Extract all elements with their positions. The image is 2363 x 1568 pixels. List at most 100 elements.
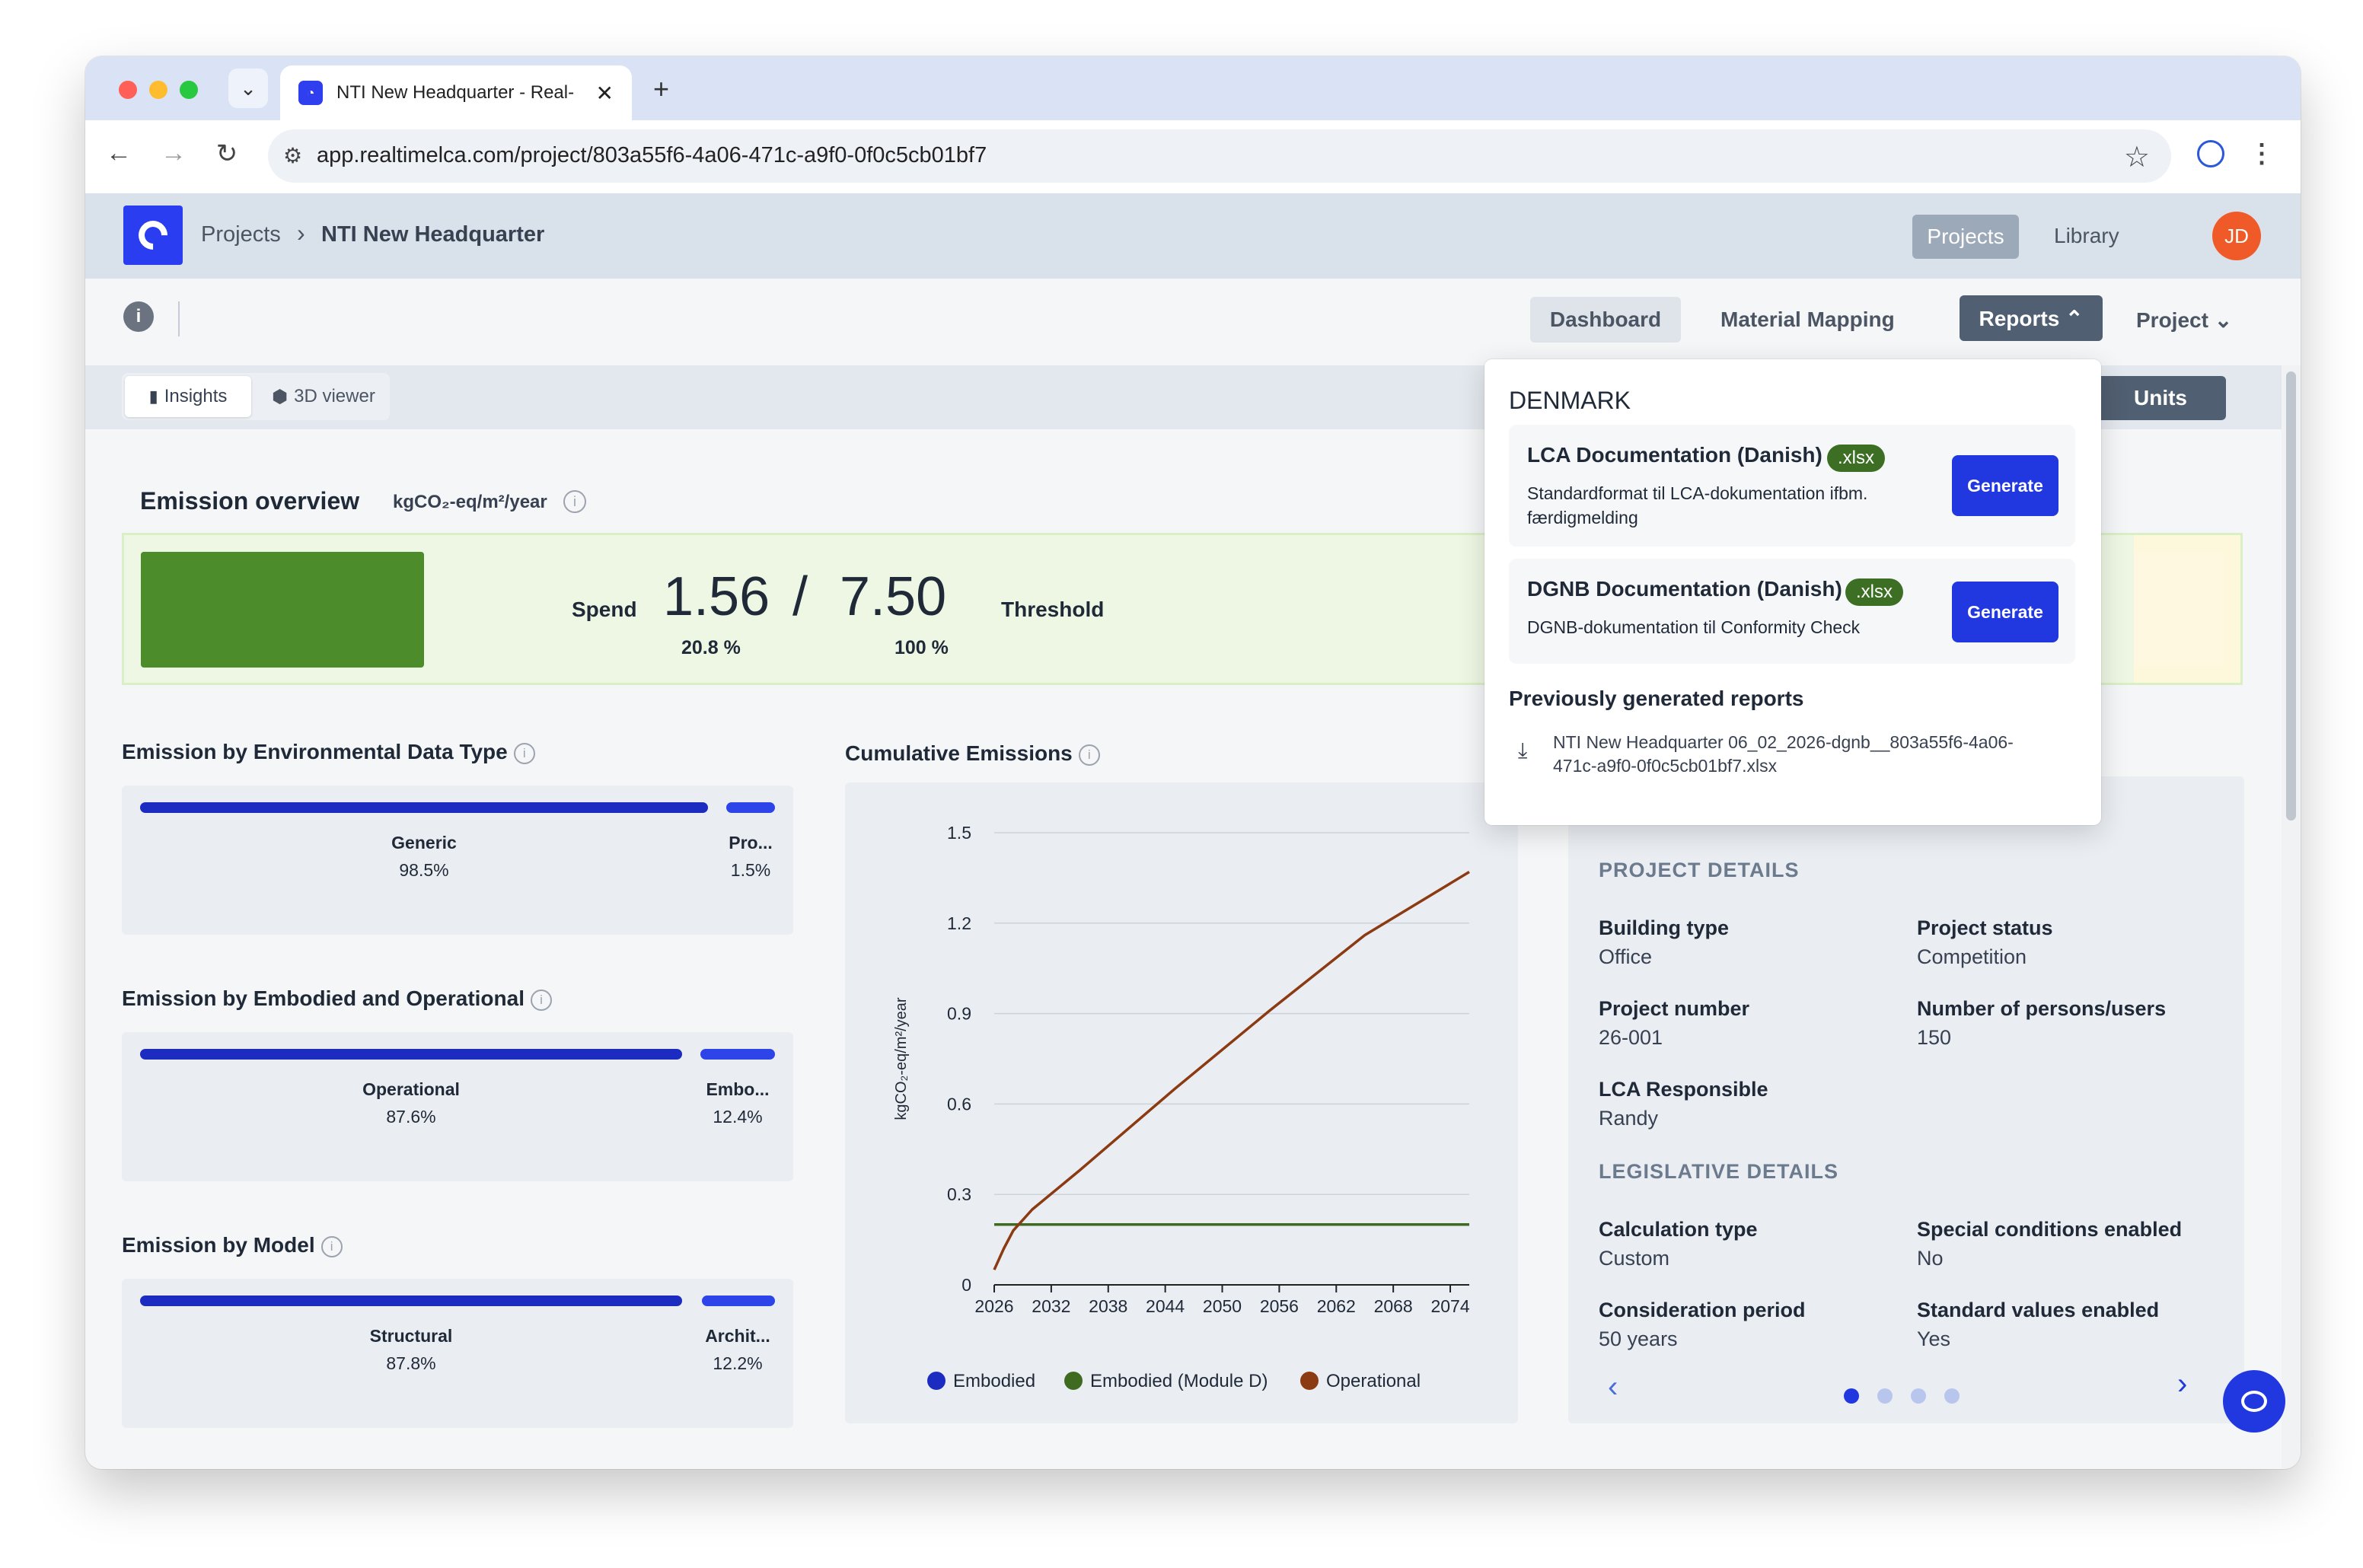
bar-percent: 12.2% <box>713 1353 763 1373</box>
threshold-percent: 100 % <box>894 637 949 658</box>
reports-dropdown: DENMARK LCA Documentation (Danish) .xlsx… <box>1484 359 2101 825</box>
architectural-bar[interactable] <box>702 1296 775 1306</box>
back-arrow-icon[interactable]: ← <box>106 139 132 167</box>
legend-label: Operational <box>1326 1371 1421 1391</box>
emission-overview-title: Emission overview <box>140 487 360 515</box>
library-nav-link[interactable]: Library <box>2054 224 2119 247</box>
info-circle-icon[interactable]: i <box>320 1235 343 1257</box>
scrollbar-thumb[interactable] <box>2286 371 2296 821</box>
logo-mark-icon <box>132 215 174 256</box>
field-value: 150 <box>1917 1026 1952 1049</box>
embodied-bar[interactable] <box>700 1049 775 1060</box>
bar-label: Operational <box>362 1079 460 1099</box>
carousel-dot[interactable] <box>1844 1388 1859 1404</box>
y-tick-label: 0.6 <box>947 1094 971 1114</box>
carousel-dot[interactable] <box>1944 1388 1960 1404</box>
bar-percent: 87.6% <box>386 1107 436 1127</box>
browser-profile-icon[interactable] <box>2197 140 2224 167</box>
previous-reports-heading: Previously generated reports <box>1509 687 1804 710</box>
info-circle-icon[interactable]: i <box>1078 744 1100 766</box>
url-text[interactable]: app.realtimelca.com/project/803a55f6-4a0… <box>317 143 987 167</box>
field-value: No <box>1917 1247 1944 1270</box>
bookmark-star-icon[interactable]: ☆ <box>2123 142 2150 174</box>
field-label: Project number <box>1599 997 1750 1020</box>
report-country-heading: DENMARK <box>1509 387 1631 414</box>
tab-dashboard[interactable]: Dashboard <box>1530 297 1681 343</box>
app-logo[interactable] <box>123 206 183 265</box>
close-window-button[interactable] <box>119 81 137 99</box>
3d-viewer-button[interactable]: ⬢ 3D viewer <box>260 376 387 417</box>
x-tick-label: 2038 <box>1089 1296 1127 1316</box>
chat-button[interactable] <box>2223 1370 2285 1433</box>
user-avatar[interactable]: JD <box>2212 212 2261 260</box>
field-label: Standard values enabled <box>1917 1299 2160 1321</box>
forward-arrow-icon[interactable]: → <box>161 139 187 167</box>
bar-percent: 87.8% <box>386 1353 436 1373</box>
info-circle-icon[interactable]: i <box>563 490 586 513</box>
projects-nav-button[interactable]: Projects <box>1912 215 2019 259</box>
info-circle-icon[interactable]: i <box>513 742 535 764</box>
browser-toolbar: ← → ↻ ⚙ app.realtimelca.com/project/803a… <box>85 120 2301 193</box>
x-tick-label: 2050 <box>1203 1296 1242 1316</box>
x-tick-label: 2068 <box>1374 1296 1413 1316</box>
operational-bar[interactable] <box>140 1049 682 1060</box>
report-title: DGNB Documentation (Danish) <box>1527 577 1842 601</box>
site-settings-icon[interactable]: ⚙ <box>283 144 303 167</box>
reload-icon[interactable]: ↻ <box>215 139 238 168</box>
tab-close-icon[interactable]: ✕ <box>595 81 614 105</box>
generic-bar[interactable] <box>140 802 708 813</box>
tab-list-chevron-icon[interactable]: ⌄ <box>228 69 268 108</box>
by-model-title-text: Emission by Model <box>122 1233 315 1257</box>
browser-menu-icon[interactable]: ⋮ <box>2249 139 2275 168</box>
field-value: Randy <box>1599 1107 1659 1130</box>
report-title: LCA Documentation (Danish) <box>1527 443 1822 467</box>
carousel-dot[interactable] <box>1877 1388 1893 1404</box>
info-icon[interactable]: i <box>123 301 154 332</box>
by-model-title: Emission by Model i <box>122 1233 343 1257</box>
field-label: Project status <box>1917 916 2053 939</box>
product-specific-bar[interactable] <box>726 802 775 813</box>
cumulative-emissions-title: Cumulative Emissions i <box>845 741 1100 766</box>
maximize-window-button[interactable] <box>180 81 198 99</box>
info-circle-icon[interactable]: i <box>530 989 552 1011</box>
units-button[interactable]: Units <box>2095 376 2226 420</box>
tab-reports[interactable]: Reports ⌃ <box>1960 295 2103 341</box>
field-value: Yes <box>1917 1327 1951 1350</box>
previous-report-link[interactable]: NTI New Headquarter 06_02_2026-dgnb__803… <box>1553 732 2014 776</box>
cumulative-emissions-card: 0 0.3 0.6 0.9 1.2 1.5 2026 2032 2038 2044 2050 2056… <box>845 782 1518 1423</box>
tab-material-mapping[interactable]: Material Mapping <box>1720 308 1895 331</box>
bar-label: Structural <box>369 1326 453 1346</box>
cube-icon: ⬢ <box>272 386 289 407</box>
report-item-lca: LCA Documentation (Danish) .xlsx Standar… <box>1509 425 2075 547</box>
bar-label: Embo... <box>706 1079 770 1099</box>
download-icon[interactable]: ⤓ <box>1518 738 1528 762</box>
chat-bubble-icon <box>2241 1391 2267 1412</box>
page-scrollbar[interactable] <box>2282 365 2301 1469</box>
generate-lca-button[interactable]: Generate <box>1952 455 2058 516</box>
field-label: Consideration period <box>1599 1299 1806 1321</box>
insights-view-button[interactable]: ▮ Insights <box>125 376 251 417</box>
carousel-dot[interactable] <box>1911 1388 1926 1404</box>
tab-project[interactable]: Project ⌄ <box>2136 308 2233 332</box>
x-tick-label: 2044 <box>1146 1296 1185 1316</box>
report-description: Standardformat til LCA-dokumentation ifb… <box>1527 483 1868 527</box>
minimize-window-button[interactable] <box>149 81 167 99</box>
carousel-prev-icon[interactable]: ‹ <box>1608 1370 1618 1404</box>
browser-tab[interactable]: ◔ NTI New Headquarter - Real- ✕ <box>280 65 632 120</box>
generate-dgnb-button[interactable]: Generate <box>1952 582 2058 642</box>
project-nav: i Dashboard Material Mapping Reports ⌃ P… <box>85 279 2301 365</box>
project-details-card: PROJECT DETAILS Building type Office Pro… <box>1568 776 2244 1423</box>
app-favicon-icon: ◔ <box>298 81 323 105</box>
chart-title-text: Cumulative Emissions <box>845 741 1073 765</box>
address-bar[interactable]: ⚙ app.realtimelca.com/project/803a55f6-4… <box>268 129 2171 183</box>
x-tick-label: 2074 <box>1430 1296 1469 1316</box>
structural-bar[interactable] <box>140 1296 682 1306</box>
report-description: DGNB-dokumentation til Conformity Check <box>1527 617 1861 637</box>
legend-swatch <box>1300 1372 1319 1390</box>
browser-window: ⌄ ◔ NTI New Headquarter - Real- ✕ + ← → … <box>85 56 2301 1469</box>
bar-percent: 12.4% <box>713 1107 763 1127</box>
new-tab-button[interactable]: + <box>653 73 670 104</box>
carousel-next-icon[interactable]: › <box>2177 1367 2188 1401</box>
breadcrumb-projects[interactable]: Projects <box>201 222 281 247</box>
legend-label: Embodied <box>953 1371 1035 1391</box>
